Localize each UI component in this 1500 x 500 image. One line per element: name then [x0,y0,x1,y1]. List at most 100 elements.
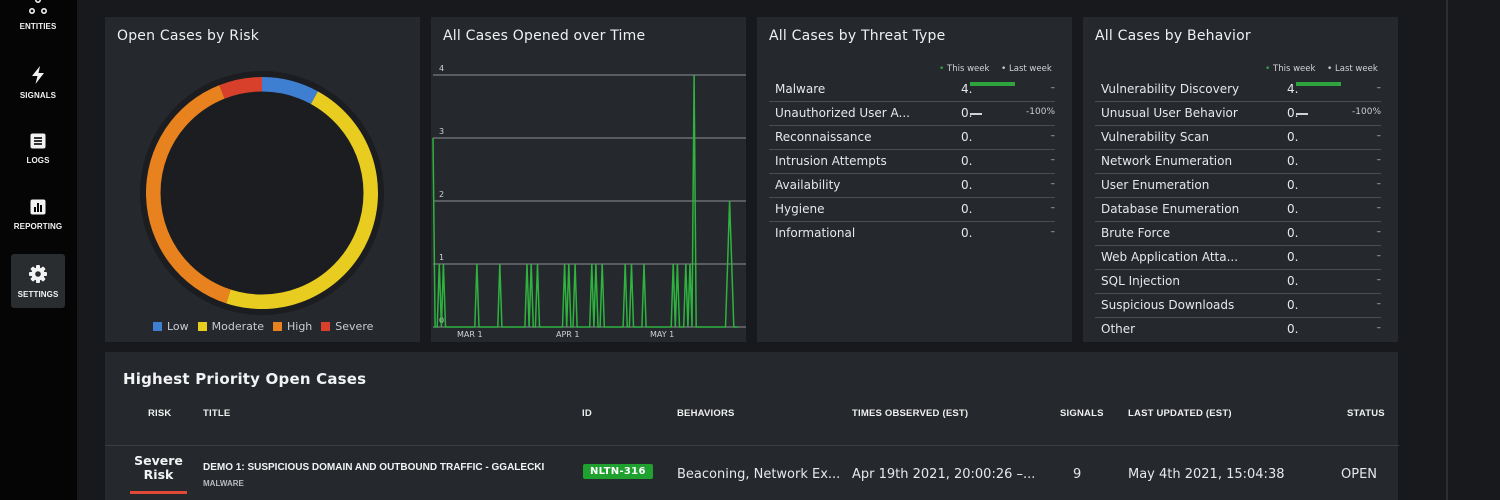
list-item[interactable]: Intrusion Attempts 0. – [769,149,1055,174]
case-title[interactable]: DEMO 1: SUSPICIOUS DOMAIN AND OUTBOUND T… [203,462,545,473]
nav-label: LOGS [26,155,50,165]
list-item[interactable]: Vulnerability Scan 0. – [1095,125,1381,150]
case-category: MALWARE [203,479,244,488]
slice-high[interactable] [145,85,232,304]
risk-donut-chart [140,71,384,315]
row-label: Reconnaissance [775,130,872,144]
row-value: 0. [961,130,973,144]
bar-chart-icon [30,199,46,214]
list-item[interactable]: Database Enumeration 0. – [1095,197,1381,222]
this-week-bar [970,82,1015,86]
nav-reporting[interactable]: REPORTING [11,187,65,241]
row-value: 0. [1287,202,1299,216]
legend-label: Moderate [211,320,264,333]
list-item[interactable]: Informational 0. – [769,221,1055,245]
list-item[interactable]: Unusual User Behavior 0. -100% [1095,101,1381,126]
x-tick-label: MAR 1 [457,330,483,339]
risk-level: Severe [134,453,183,468]
col-header-behaviors[interactable]: BEHAVIORS [677,408,735,419]
slice-low[interactable] [262,77,318,106]
y-tick-label: 1 [439,253,444,262]
row-value: 0. [1287,130,1299,144]
x-tick-label: APR 1 [556,330,580,339]
row-change: – [1376,227,1382,237]
this-week-label: This week [947,64,990,74]
gear-icon [29,264,47,283]
risk-panel: Open Cases by Risk Low Moderate High Sev… [105,17,420,342]
case-behaviors: Beaconing, Network Ex... [677,467,841,482]
list-item[interactable]: Network Enumeration 0. – [1095,149,1381,174]
list-item[interactable]: User Enumeration 0. – [1095,173,1381,198]
col-header-title[interactable]: TITLE [203,408,231,419]
slice-severe[interactable] [219,77,262,101]
legend-item-moderate: Moderate [197,320,264,333]
row-label: Vulnerability Discovery [1101,82,1240,96]
row-value: 4. [1287,82,1299,96]
nav-label: REPORTING [13,221,63,231]
last-week-label: Last week [1009,64,1052,74]
nav-settings[interactable]: SETTINGS [11,254,65,308]
list-item[interactable]: Vulnerability Discovery 4. – [1095,77,1381,102]
nav-logs[interactable]: LOGS [11,121,65,175]
col-header-status[interactable]: STATUS [1347,408,1385,419]
legend-swatch [273,322,282,331]
case-times-observed: Apr 19th 2021, 20:00:26 –... [852,467,1036,482]
legend-item-severe: Severe [321,320,373,333]
col-header-signals[interactable]: SIGNALS [1060,408,1104,419]
row-value: 0. [1287,226,1299,240]
row-label: Brute Force [1101,226,1171,240]
nav-label: SIGNALS [19,90,57,100]
donut-inner-ring [160,91,364,295]
row-label: Network Enumeration [1101,154,1233,168]
col-header-risk[interactable]: RISK [148,408,172,419]
row-label: Database Enumeration [1101,202,1240,216]
case-status: OPEN [1341,467,1378,482]
list-item[interactable]: Hygiene 0. – [769,197,1055,222]
sidebar: ENTITIES SIGNALS LOGS REPORTING [0,0,77,500]
list-item[interactable]: Other 0. – [1095,317,1381,341]
last-week-legend: • Last week [1001,64,1052,74]
col-header-times-observed[interactable]: TIMES OBSERVED (EST) [852,408,969,419]
risk-cell: Severe Risk [130,454,187,482]
col-header-last-updated[interactable]: LAST UPDATED (EST) [1128,408,1232,419]
nav-label: ENTITIES [19,21,57,31]
case-id-badge[interactable]: NLTN-316 [583,464,653,479]
y-tick-label: 2 [439,190,444,199]
this-week-label: This week [1273,64,1316,74]
row-value: 0. [1287,154,1299,168]
legend-label: Severe [335,320,374,333]
list-item[interactable]: Web Application Atta... 0. – [1095,245,1381,270]
case-signals: 9 [1073,467,1082,482]
list-item[interactable]: Malware 4. – [769,77,1055,102]
donut-shadow [140,71,384,315]
row-change: – [1376,155,1382,165]
cases-panel: Highest Priority Open Cases RISK TITLE I… [105,352,1399,500]
last-week-legend: • Last week [1327,64,1378,74]
list-item[interactable]: Suspicious Downloads 0. – [1095,293,1381,318]
nav-signals[interactable]: SIGNALS [11,55,65,109]
legend-label: Low [167,320,189,333]
row-label: Intrusion Attempts [775,154,887,168]
list-item[interactable]: Reconnaissance 0. – [769,125,1055,150]
time-panel: All Cases Opened over Time 4 3 2 1 0 MAR 1 APR… [431,17,746,342]
list-item[interactable]: Brute Force 0. – [1095,221,1381,246]
list-item[interactable]: SQL Injection 0. – [1095,269,1381,294]
this-week-legend: • This week [1265,64,1316,74]
row-value: 0. [1287,298,1299,312]
col-header-id[interactable]: ID [582,408,592,419]
list-item[interactable]: Unauthorized User A... 0. -100% [769,101,1055,126]
logs-icon [30,133,46,148]
row-value: 0. [1287,106,1299,120]
risk-severity-bar [130,491,187,494]
row-label: Web Application Atta... [1101,250,1239,264]
row-change: – [1050,155,1056,165]
row-change: – [1376,83,1382,93]
row-value: 0. [1287,250,1299,264]
list-item[interactable]: Availability 0. – [769,173,1055,198]
row-change: – [1376,299,1382,309]
nav-entities[interactable]: ENTITIES [11,0,65,40]
risk-legend: Low Moderate High Severe [153,320,373,333]
row-label: Unauthorized User A... [775,106,910,120]
row-value: 0. [961,178,973,192]
